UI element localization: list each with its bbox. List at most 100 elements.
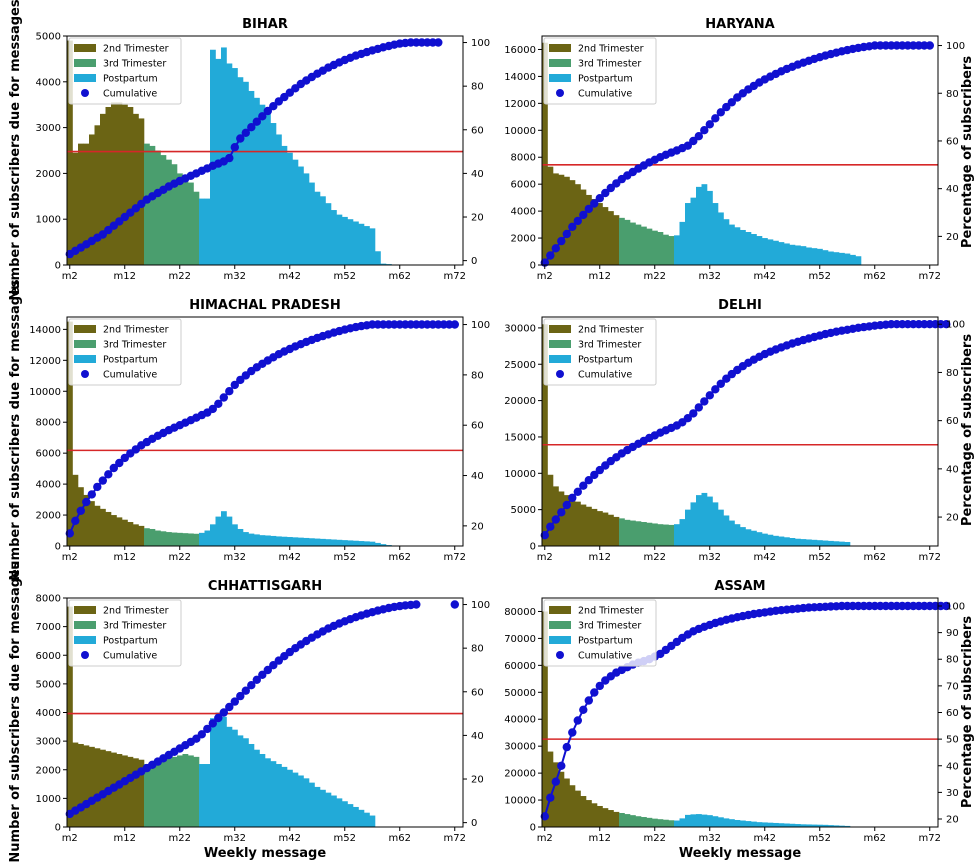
- y-tick-label: 1000: [36, 794, 61, 805]
- bar: [701, 184, 708, 265]
- bar: [314, 786, 321, 827]
- x-tick-label: m22: [169, 833, 191, 844]
- x-tick-label: m2: [62, 271, 78, 282]
- cumulative-point: [711, 114, 720, 123]
- y-tick-label: 8000: [36, 594, 61, 605]
- bar: [762, 822, 768, 827]
- y-tick-label: 5000: [36, 32, 61, 43]
- y-tick-label: 5000: [511, 505, 536, 516]
- bar: [602, 207, 609, 265]
- bar: [177, 755, 183, 827]
- legend-label: Postpartum: [578, 355, 633, 366]
- bar: [353, 540, 359, 546]
- bar: [204, 764, 211, 827]
- bar: [331, 210, 337, 265]
- bar: [320, 538, 326, 546]
- bar: [668, 820, 675, 827]
- cumulative-point: [247, 681, 256, 690]
- y2-tick-label: 20: [471, 213, 484, 224]
- bar: [580, 504, 587, 546]
- x-tick-label: m2: [537, 833, 553, 844]
- bar: [723, 515, 730, 546]
- bar: [270, 761, 277, 827]
- bar: [784, 537, 790, 546]
- bar: [679, 519, 686, 546]
- bar: [182, 754, 189, 827]
- bar: [303, 537, 310, 546]
- bar: [193, 191, 200, 265]
- bar: [72, 474, 79, 546]
- cumulative-point: [683, 141, 692, 150]
- bar: [558, 771, 565, 827]
- legend-label: 2nd Trimester: [103, 606, 169, 617]
- bar: [657, 819, 664, 827]
- cumulative-point: [584, 476, 593, 485]
- bar: [364, 226, 370, 265]
- y2-tick-label: 20: [946, 815, 959, 826]
- x-tick-label: m42: [754, 271, 776, 282]
- y2-tick-label: 40: [946, 184, 959, 195]
- bar: [232, 524, 238, 546]
- bar: [707, 815, 713, 827]
- y-tick-label: 60000: [504, 661, 536, 672]
- bar: [210, 718, 216, 827]
- cumulative-point: [551, 777, 560, 786]
- x-tick-label: m72: [919, 833, 941, 844]
- chart-panel-3: 0 2000 4000 6000 8000 10000 12000 14000 20 40 60 80…: [29, 298, 490, 563]
- y-tick-label: 12000: [504, 99, 536, 110]
- x-tick-label: m42: [279, 271, 301, 282]
- cumulative-point: [258, 112, 267, 121]
- bar: [336, 214, 343, 265]
- y2-tick-label: 60: [946, 136, 959, 147]
- bar: [690, 502, 697, 546]
- cumulative-point: [450, 600, 459, 609]
- bar: [111, 515, 117, 546]
- bar: [193, 533, 200, 546]
- cumulative-point: [551, 515, 560, 524]
- cumulative-point: [236, 691, 245, 701]
- cumulative-point: [700, 397, 709, 406]
- bar: [850, 254, 856, 265]
- legend-label: 2nd Trimester: [578, 606, 644, 617]
- cumulative-point: [716, 379, 725, 388]
- bar: [243, 532, 249, 546]
- bar: [67, 606, 73, 827]
- bar: [127, 756, 134, 827]
- cumulative-point: [689, 409, 698, 418]
- x-tick-label: m72: [444, 271, 466, 282]
- left-axis-label-bottom: Number of subscribers due for messages: [8, 561, 23, 862]
- bar: [597, 805, 603, 827]
- bar: [767, 822, 774, 827]
- cumulative-point: [579, 705, 588, 714]
- bar: [331, 539, 337, 546]
- cumulative-point: [540, 531, 549, 540]
- bar: [325, 203, 332, 265]
- bar: [745, 821, 752, 827]
- bar: [138, 118, 145, 265]
- bar: [839, 825, 845, 827]
- bar: [542, 42, 548, 265]
- bar: [795, 824, 801, 827]
- cumulative-point: [214, 713, 223, 723]
- cumulative-point: [925, 41, 934, 50]
- bar: [696, 814, 702, 827]
- bar: [67, 40, 73, 265]
- bar: [155, 150, 161, 265]
- y-tick-label: 3000: [36, 123, 61, 134]
- bar: [353, 806, 359, 827]
- y2-tick-label: 80: [471, 644, 484, 655]
- bar: [259, 535, 266, 546]
- legend-label: 2nd Trimester: [578, 325, 644, 336]
- chart-title: ASSAM: [714, 579, 765, 594]
- y-tick-label: 12000: [29, 356, 61, 367]
- cumulative-point: [683, 414, 692, 423]
- y2-tick-label: 40: [471, 731, 484, 742]
- y2-tick-label: 20: [471, 521, 484, 532]
- cumulative-point: [230, 380, 239, 390]
- y-tick-label: 7000: [36, 622, 61, 633]
- bar: [226, 726, 233, 827]
- y-tick-label: 80000: [504, 607, 536, 618]
- bar: [580, 796, 587, 827]
- y2-tick-label: 100: [471, 38, 490, 49]
- y-tick-label: 0: [530, 542, 536, 553]
